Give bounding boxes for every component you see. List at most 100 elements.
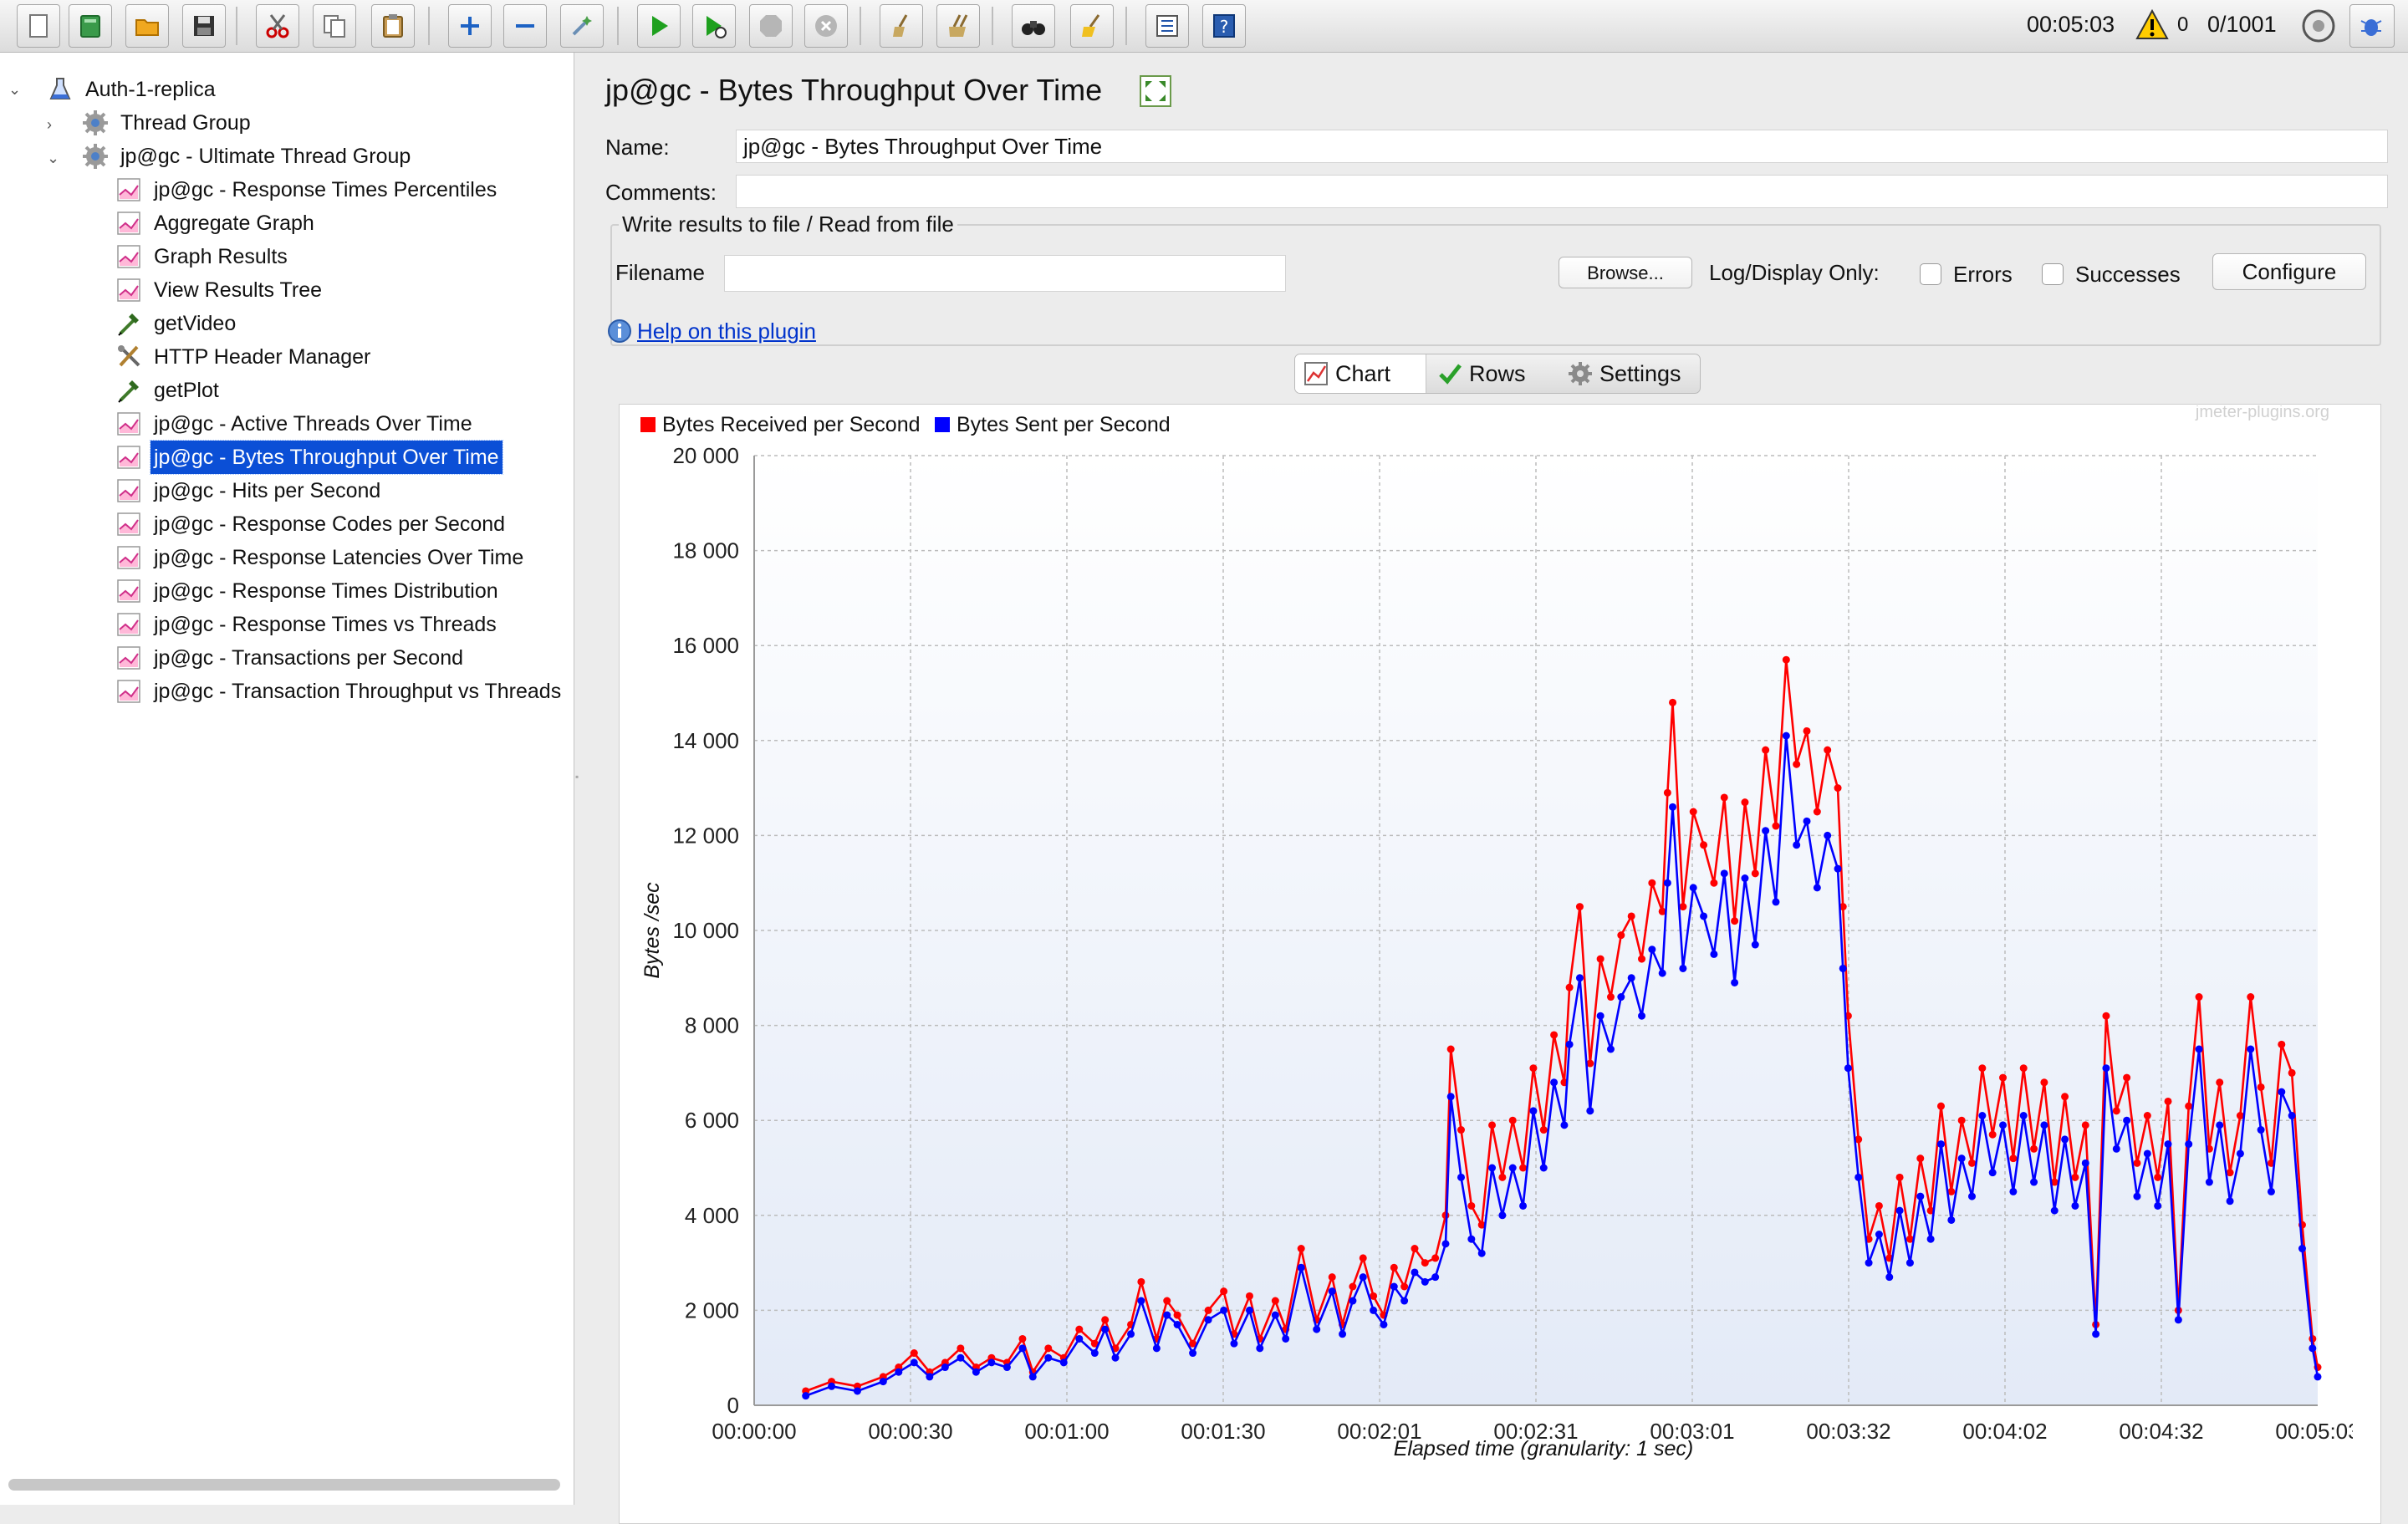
received-point [1936, 1102, 1945, 1110]
stop-button[interactable] [749, 4, 793, 48]
received-point [2081, 1121, 2089, 1129]
watermark: jmeter-plugins.org [2195, 405, 2329, 421]
received-point [1762, 746, 1770, 754]
clear-all-button[interactable] [936, 4, 980, 48]
help-question-icon: ? [1213, 14, 1235, 38]
templates-book-icon [80, 15, 100, 38]
configure-button[interactable]: Configure [2212, 253, 2366, 290]
plus-icon [461, 17, 479, 35]
function-helper-button[interactable] [1145, 4, 1189, 48]
x-axis-label: Elapsed time (granularity: 1 sec) [1394, 1437, 1693, 1460]
tab-rows[interactable]: Rows [1429, 354, 1554, 393]
help-button[interactable]: ? [1202, 4, 1246, 48]
reset-search-broom-icon [1082, 14, 1100, 37]
sent-point [1044, 1353, 1053, 1362]
log-viewer-button[interactable] [2349, 4, 2395, 48]
comments-field[interactable] [736, 175, 2388, 208]
cut-button[interactable] [256, 4, 299, 48]
sent-point [1617, 993, 1625, 1002]
name-field[interactable]: jp@gc - Bytes Throughput Over Time [736, 130, 2388, 163]
sent-point [1090, 1349, 1099, 1358]
received-point [1782, 655, 1790, 664]
sent-point [1947, 1216, 1956, 1224]
received-point [1596, 955, 1604, 963]
tree-collapse-utg-arrow[interactable]: ⌄ [47, 150, 60, 166]
tab-chart-label: Chart [1335, 361, 1391, 386]
sent-point [895, 1368, 903, 1376]
pipette-sampler-icon [118, 380, 139, 403]
received-point [1163, 1297, 1171, 1305]
start-button[interactable] [637, 4, 681, 48]
sent-point [2247, 1045, 2255, 1053]
gear-icon [1569, 362, 1592, 385]
reset-search-button[interactable] [1070, 4, 1114, 48]
paste-button[interactable] [371, 4, 415, 48]
start-no-timers-button[interactable] [692, 4, 736, 48]
tree-item-label: jp@gc - Response Codes per Second [154, 512, 506, 536]
toggle-button[interactable] [560, 4, 604, 48]
tree-item-label: jp@gc - Response Times Distribution [154, 579, 498, 603]
shutdown-button[interactable] [804, 4, 848, 48]
test-plan-tree: Auth-1-replica Thread Group jp@gc - Ultima… [0, 53, 574, 1505]
received-point [1075, 1325, 1084, 1333]
graph-listener-icon [117, 479, 140, 502]
sent-point [1679, 964, 1687, 972]
tree-item-label: HTTP Header Manager [154, 345, 371, 369]
sent-point [853, 1387, 861, 1395]
received-point [1575, 903, 1584, 911]
sent-point [1230, 1339, 1238, 1348]
tools-config-icon [118, 345, 140, 367]
open-button[interactable] [125, 4, 169, 48]
y-tick-label: 20 000 [672, 443, 739, 468]
sent-point [1380, 1320, 1388, 1328]
received-point [1220, 1287, 1228, 1296]
received-point [2278, 1040, 2286, 1048]
save-button[interactable] [182, 4, 226, 48]
tree-horizontal-scrollbar[interactable] [8, 1479, 560, 1491]
tree-expand-thread-group-arrow[interactable]: › [47, 116, 52, 133]
tree-collapse-root-arrow[interactable]: ⌄ [8, 81, 22, 98]
play-icon [652, 16, 668, 36]
splitter-handle[interactable]: ▪ [575, 771, 579, 782]
received-point [1988, 1130, 1997, 1139]
tab-chart[interactable]: Chart [1295, 354, 1426, 393]
sent-point [2009, 1187, 2018, 1195]
received-point [2236, 1112, 2244, 1120]
sent-point [1839, 964, 1847, 972]
clear-button[interactable] [880, 4, 923, 48]
received-point [1606, 993, 1615, 1002]
expand-all-button[interactable] [448, 4, 492, 48]
tree-item-label: getPlot [154, 379, 219, 402]
sent-point [2154, 1201, 2162, 1210]
search-button[interactable] [1012, 4, 1055, 48]
browse-button[interactable]: Browse... [1559, 257, 1692, 288]
received-point [1477, 1221, 1486, 1229]
received-point [2185, 1102, 2193, 1110]
successes-checkbox[interactable] [2042, 263, 2064, 285]
tab-settings[interactable]: Settings [1559, 354, 1701, 393]
help-plugin-link[interactable]: Help on this plugin [637, 319, 816, 344]
tree-item-label: Graph Results [154, 245, 288, 268]
sent-point [1731, 978, 1739, 986]
received-point [1700, 841, 1708, 849]
collapse-all-button[interactable] [503, 4, 547, 48]
x-tick-label: 00:04:02 [1962, 1419, 2047, 1444]
maximize-icon[interactable] [1139, 74, 1172, 108]
remote-status-icon[interactable] [2301, 8, 2336, 43]
x-tick-label: 00:01:00 [1024, 1419, 1109, 1444]
x-tick-label: 00:00:30 [868, 1419, 952, 1444]
copy-button[interactable] [313, 4, 356, 48]
sent-point [2236, 1149, 2244, 1158]
tree-item-label: jp@gc - Active Threads Over Time [154, 412, 472, 436]
received-point [1957, 1116, 1966, 1124]
errors-checkbox[interactable] [1920, 263, 1941, 285]
warning-icon[interactable] [2135, 8, 2169, 42]
received-point [1679, 903, 1687, 911]
new-test-plan-button[interactable] [17, 4, 60, 48]
toggle-wand-icon [572, 16, 592, 36]
received-point [1457, 1126, 1466, 1134]
templates-button[interactable] [69, 4, 112, 48]
received-point [2257, 1083, 2265, 1091]
minus-icon [516, 24, 534, 28]
filename-field[interactable] [724, 255, 1286, 292]
